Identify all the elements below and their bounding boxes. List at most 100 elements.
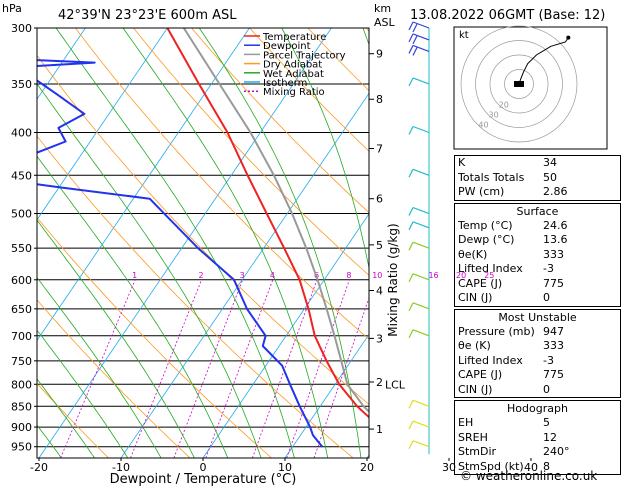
basic-index-label: Totals Totals <box>458 170 525 184</box>
pressure-tick-label: 900 <box>11 421 32 434</box>
wind-barb <box>408 221 430 231</box>
wet-adiabat-line <box>281 28 369 271</box>
most-unstable-row: Pressure (mb) 947 <box>455 325 620 340</box>
hodograph-index-label: StmSpd (kt) <box>458 459 524 473</box>
wind-barb-staff <box>412 273 430 281</box>
isotherm-line <box>38 28 332 458</box>
basic-index-row: PW (cm) 2.86 <box>455 185 620 200</box>
dewpoint-line <box>37 59 323 448</box>
wind-barb-feather <box>408 400 414 409</box>
hodograph-ring <box>489 54 549 114</box>
lcl-label: LCL <box>385 378 406 391</box>
mixing-ratio-label: 25 <box>484 271 494 280</box>
surface-label: CAPE (J) <box>458 276 503 290</box>
hodograph-endpoint <box>566 35 571 40</box>
wind-barb <box>408 206 430 216</box>
temperature-line <box>166 28 369 419</box>
wet-adiabat-line <box>122 28 329 458</box>
surface-value: -3 <box>543 262 554 275</box>
x-axis-title: Dewpoint / Temperature (°C) <box>110 472 297 486</box>
hodograph-frame <box>453 26 608 150</box>
hodograph-ring-label: 20 <box>499 100 509 109</box>
dry-adiabat-line <box>133 28 369 276</box>
hodograph-index-row: StmSpd (kt) 8 <box>455 460 620 475</box>
temperature-tick-label: 0 <box>200 461 207 474</box>
most-unstable-label: Lifted Index <box>458 353 523 367</box>
most-unstable-row: Lifted Index -3 <box>455 354 620 369</box>
wind-barb-feather <box>408 77 414 87</box>
wind-barb-feather <box>408 45 414 54</box>
mixing-ratio-label: 16 <box>428 271 438 280</box>
height-tick-label: 8 <box>376 93 383 106</box>
surface-row: Lifted Index -3 <box>455 262 620 277</box>
wind-barb <box>408 21 430 33</box>
pressure-tick-label: 300 <box>11 22 32 35</box>
background-lines: 1 2 3 4 6 8 10 16 20 25 <box>37 28 494 458</box>
hodograph-ring <box>504 69 534 99</box>
mixing-ratio-line <box>60 279 136 458</box>
surface-label: θe(K) <box>458 247 488 261</box>
pressure-tick-label: 450 <box>11 169 32 182</box>
wind-barb <box>408 33 430 45</box>
pressure-tick-label: 700 <box>11 330 32 343</box>
hodograph-box: Hodograph EH 5 SREH 12 StmDir 240° StmSpd (kt)… <box>454 400 621 475</box>
wind-barb-staff <box>412 241 430 249</box>
wet-adiabat-line <box>37 83 262 458</box>
surface-value: 333 <box>543 247 564 261</box>
wind-barb <box>408 168 430 178</box>
legend-entry: Temperature <box>262 32 326 43</box>
legend-entry: Dewpoint <box>263 41 311 52</box>
pressure-tick-label: 850 <box>11 400 32 413</box>
dry-adiabat-line <box>249 28 369 152</box>
basic-index-row: K 34 <box>455 156 620 171</box>
temperature-tick-label: 40 <box>524 461 538 474</box>
hodograph-index-label: StmDir <box>458 445 497 458</box>
height-tick-label: 5 <box>376 239 383 252</box>
mixing-ratio-label: 8 <box>346 271 351 280</box>
surface-label: Temp (°C) <box>458 218 513 232</box>
mixing-ratio-label: 4 <box>270 271 275 280</box>
hodograph-ring-label: 30 <box>489 110 499 119</box>
basic-indices-box: K 34 Totals Totals 50 PW (cm) 2.86 <box>454 155 621 201</box>
dry-adiabat-line <box>191 28 369 214</box>
most-unstable-label: CAPE (J) <box>458 368 503 381</box>
mixing-ratio-label: 2 <box>199 271 204 280</box>
wind-barb <box>408 302 430 312</box>
temperature-tick-label: 30 <box>442 461 456 474</box>
wind-barb-staff <box>412 125 430 134</box>
height-unit-km: km <box>374 2 391 15</box>
pressure-tick-label: 350 <box>11 78 32 91</box>
wind-barb-staff <box>412 44 430 53</box>
most-unstable-row: CIN (J) 0 <box>455 383 620 398</box>
surface-row: CAPE (J) 775 <box>455 277 620 292</box>
hodograph-index-label: EH <box>458 416 474 429</box>
pressure-tick-label: 400 <box>11 126 32 139</box>
most-unstable-value: 947 <box>543 324 564 338</box>
location-title: 42°39'N 23°23'E 600m ASL <box>58 8 237 23</box>
temperature-tick-label: 20 <box>360 461 374 474</box>
hodograph-header: Hodograph <box>507 402 568 415</box>
wet-adiabat-line <box>37 378 95 458</box>
storm-motion-marker <box>514 81 524 87</box>
surface-row: Dewp (°C) 13.6 <box>455 233 620 248</box>
wind-barb-staff <box>412 420 430 428</box>
basic-index-label: PW (cm) <box>458 185 505 198</box>
isotherm-line <box>284 333 369 458</box>
clipped-profiles <box>37 28 369 448</box>
most-unstable-row: θe (K) 333 <box>455 339 620 354</box>
pressure-tick-label: 600 <box>11 274 32 287</box>
basic-index-value: 34 <box>543 156 557 169</box>
credit-text: © weatheronline.co.uk <box>460 469 598 483</box>
wind-barb-feather <box>408 241 414 251</box>
hodograph-index-row: SREH 12 <box>455 431 620 446</box>
surface-header: Surface <box>516 204 559 218</box>
pressure-tick-label: 800 <box>11 378 32 391</box>
wind-barb <box>408 241 430 251</box>
wind-barb-staff <box>412 399 430 407</box>
wind-barb-feather <box>408 221 414 231</box>
most-unstable-value: 775 <box>543 368 564 381</box>
mixing-ratio-label: 10 <box>372 271 382 280</box>
surface-value: 0 <box>543 291 550 304</box>
hodograph-index-row: EH 5 <box>455 416 620 431</box>
